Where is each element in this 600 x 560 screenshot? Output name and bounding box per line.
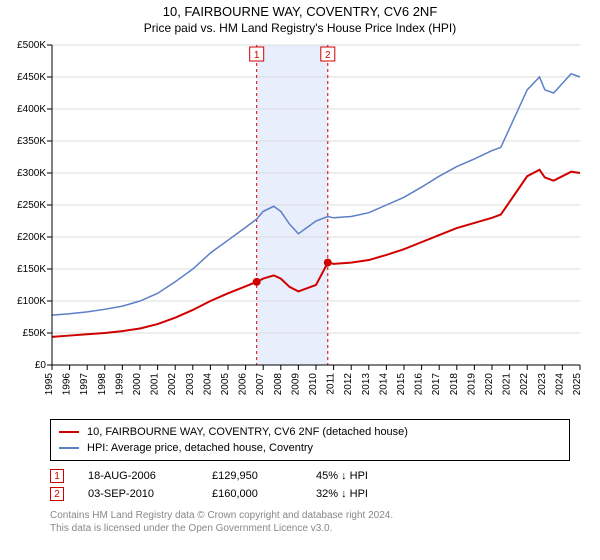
legend-item-property: 10, FAIRBOURNE WAY, COVENTRY, CV6 2NF (d…: [59, 424, 561, 440]
svg-text:1996: 1996: [62, 373, 73, 396]
svg-text:2004: 2004: [202, 373, 213, 396]
svg-text:2011: 2011: [326, 373, 337, 395]
legend-swatch: [59, 447, 79, 449]
attribution-line: Contains HM Land Registry data © Crown c…: [50, 509, 570, 522]
attribution-text: Contains HM Land Registry data © Crown c…: [50, 509, 570, 535]
svg-text:2003: 2003: [185, 373, 196, 396]
svg-text:£200K: £200K: [17, 232, 46, 243]
svg-text:£250K: £250K: [17, 200, 46, 211]
sale-row: 2 03-SEP-2010 £160,000 32% ↓ HPI: [50, 485, 570, 503]
svg-text:2007: 2007: [255, 373, 266, 396]
sale-delta: 32% ↓ HPI: [316, 488, 416, 500]
svg-text:2008: 2008: [273, 373, 284, 396]
svg-text:£50K: £50K: [23, 328, 47, 339]
svg-text:2020: 2020: [484, 373, 495, 396]
svg-text:£100K: £100K: [17, 296, 46, 307]
svg-text:1997: 1997: [79, 373, 90, 396]
svg-text:1: 1: [254, 50, 260, 61]
attribution-line: This data is licensed under the Open Gov…: [50, 522, 570, 535]
legend-box: 10, FAIRBOURNE WAY, COVENTRY, CV6 2NF (d…: [50, 419, 570, 461]
legend-label: HPI: Average price, detached house, Cove…: [87, 442, 313, 454]
sale-price: £129,950: [212, 470, 292, 482]
svg-text:2009: 2009: [290, 373, 301, 396]
svg-text:2014: 2014: [378, 373, 389, 396]
svg-text:£450K: £450K: [17, 72, 46, 83]
svg-text:£350K: £350K: [17, 136, 46, 147]
svg-text:2001: 2001: [150, 373, 161, 396]
title-subtitle: Price paid vs. HM Land Registry's House …: [0, 21, 600, 35]
svg-text:2017: 2017: [431, 373, 442, 396]
svg-text:2025: 2025: [572, 373, 583, 396]
svg-text:2006: 2006: [238, 373, 249, 396]
svg-text:2002: 2002: [167, 373, 178, 396]
sale-delta: 45% ↓ HPI: [316, 470, 416, 482]
svg-text:2005: 2005: [220, 373, 231, 396]
svg-text:2019: 2019: [466, 373, 477, 396]
svg-text:£500K: £500K: [17, 40, 46, 51]
svg-text:£400K: £400K: [17, 104, 46, 115]
svg-text:2018: 2018: [449, 373, 460, 396]
svg-text:1998: 1998: [97, 373, 108, 396]
svg-text:2013: 2013: [361, 373, 372, 396]
sales-list: 1 18-AUG-2006 £129,950 45% ↓ HPI 2 03-SE…: [50, 467, 570, 503]
svg-text:2015: 2015: [396, 373, 407, 396]
title-address: 10, FAIRBOURNE WAY, COVENTRY, CV6 2NF: [0, 4, 600, 19]
sale-date: 18-AUG-2006: [88, 470, 188, 482]
sale-price: £160,000: [212, 488, 292, 500]
svg-text:£300K: £300K: [17, 168, 46, 179]
sale-date: 03-SEP-2010: [88, 488, 188, 500]
legend-item-hpi: HPI: Average price, detached house, Cove…: [59, 440, 561, 456]
sale-badge: 2: [50, 487, 64, 501]
svg-text:2: 2: [325, 50, 331, 61]
sale-row: 1 18-AUG-2006 £129,950 45% ↓ HPI: [50, 467, 570, 485]
svg-text:2012: 2012: [343, 373, 354, 396]
svg-text:2016: 2016: [414, 373, 425, 396]
sale-badge: 1: [50, 469, 64, 483]
chart-titles: 10, FAIRBOURNE WAY, COVENTRY, CV6 2NF Pr…: [0, 0, 600, 35]
svg-text:2022: 2022: [519, 373, 530, 396]
svg-text:2010: 2010: [308, 373, 319, 396]
svg-text:2000: 2000: [132, 373, 143, 396]
legend-swatch: [59, 431, 79, 433]
svg-text:2021: 2021: [502, 373, 513, 396]
legend-label: 10, FAIRBOURNE WAY, COVENTRY, CV6 2NF (d…: [87, 426, 408, 438]
svg-text:1995: 1995: [44, 373, 55, 396]
price-chart: £0 £50K £100K £150K £200K £250K £300K £350K £400…: [0, 35, 600, 415]
chart-area: £0 £50K £100K £150K £200K £250K £300K £350K £400…: [0, 35, 600, 415]
svg-text:£150K: £150K: [17, 264, 46, 275]
svg-text:1999: 1999: [114, 373, 125, 396]
svg-text:2024: 2024: [554, 373, 565, 396]
svg-text:£0: £0: [35, 360, 47, 371]
svg-text:2023: 2023: [537, 373, 548, 396]
